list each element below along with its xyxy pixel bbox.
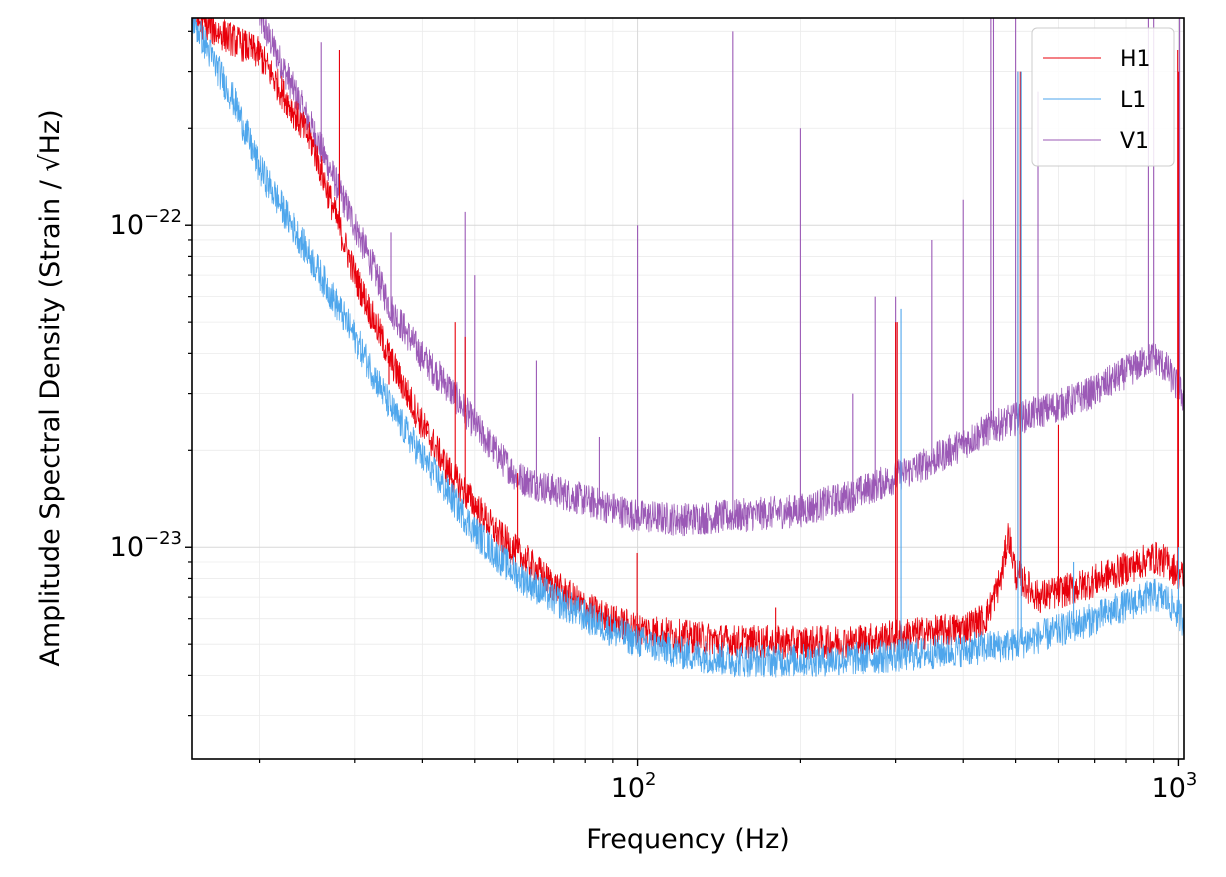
legend-label-v1: V1	[1120, 129, 1149, 154]
legend-label-h1: H1	[1120, 47, 1151, 72]
plot-frame	[191, 17, 1185, 760]
series-line-v1	[259, 18, 1184, 537]
x-tick-label-exp: 2	[645, 769, 656, 790]
legend-label-l1: L1	[1120, 88, 1146, 113]
legend-box	[1031, 27, 1175, 167]
x-axis-label: Frequency (Hz)	[586, 824, 790, 855]
x-tick-label: 103	[1152, 769, 1198, 804]
x-tick-label: 102	[611, 769, 657, 804]
series-layer	[192, 18, 1184, 678]
y-tick-label-base: 10	[110, 532, 144, 563]
y-tick-label: 10−23	[110, 528, 182, 563]
series-line-l1	[192, 18, 1184, 678]
x-tick-label-base: 10	[611, 773, 645, 804]
y-axis-label: Amplitude Spectral Density (Strain / √Hz…	[35, 109, 66, 666]
x-tick-label-base: 10	[1152, 773, 1186, 804]
y-tick-label-exp: −23	[144, 528, 182, 549]
x-tick-label-exp: 3	[1186, 769, 1197, 790]
legend: H1 L1 V1	[1031, 27, 1175, 167]
y-tick-label: 10−22	[110, 206, 182, 241]
y-tick-label-exp: −22	[144, 206, 182, 227]
y-tick-label-base: 10	[110, 210, 144, 241]
